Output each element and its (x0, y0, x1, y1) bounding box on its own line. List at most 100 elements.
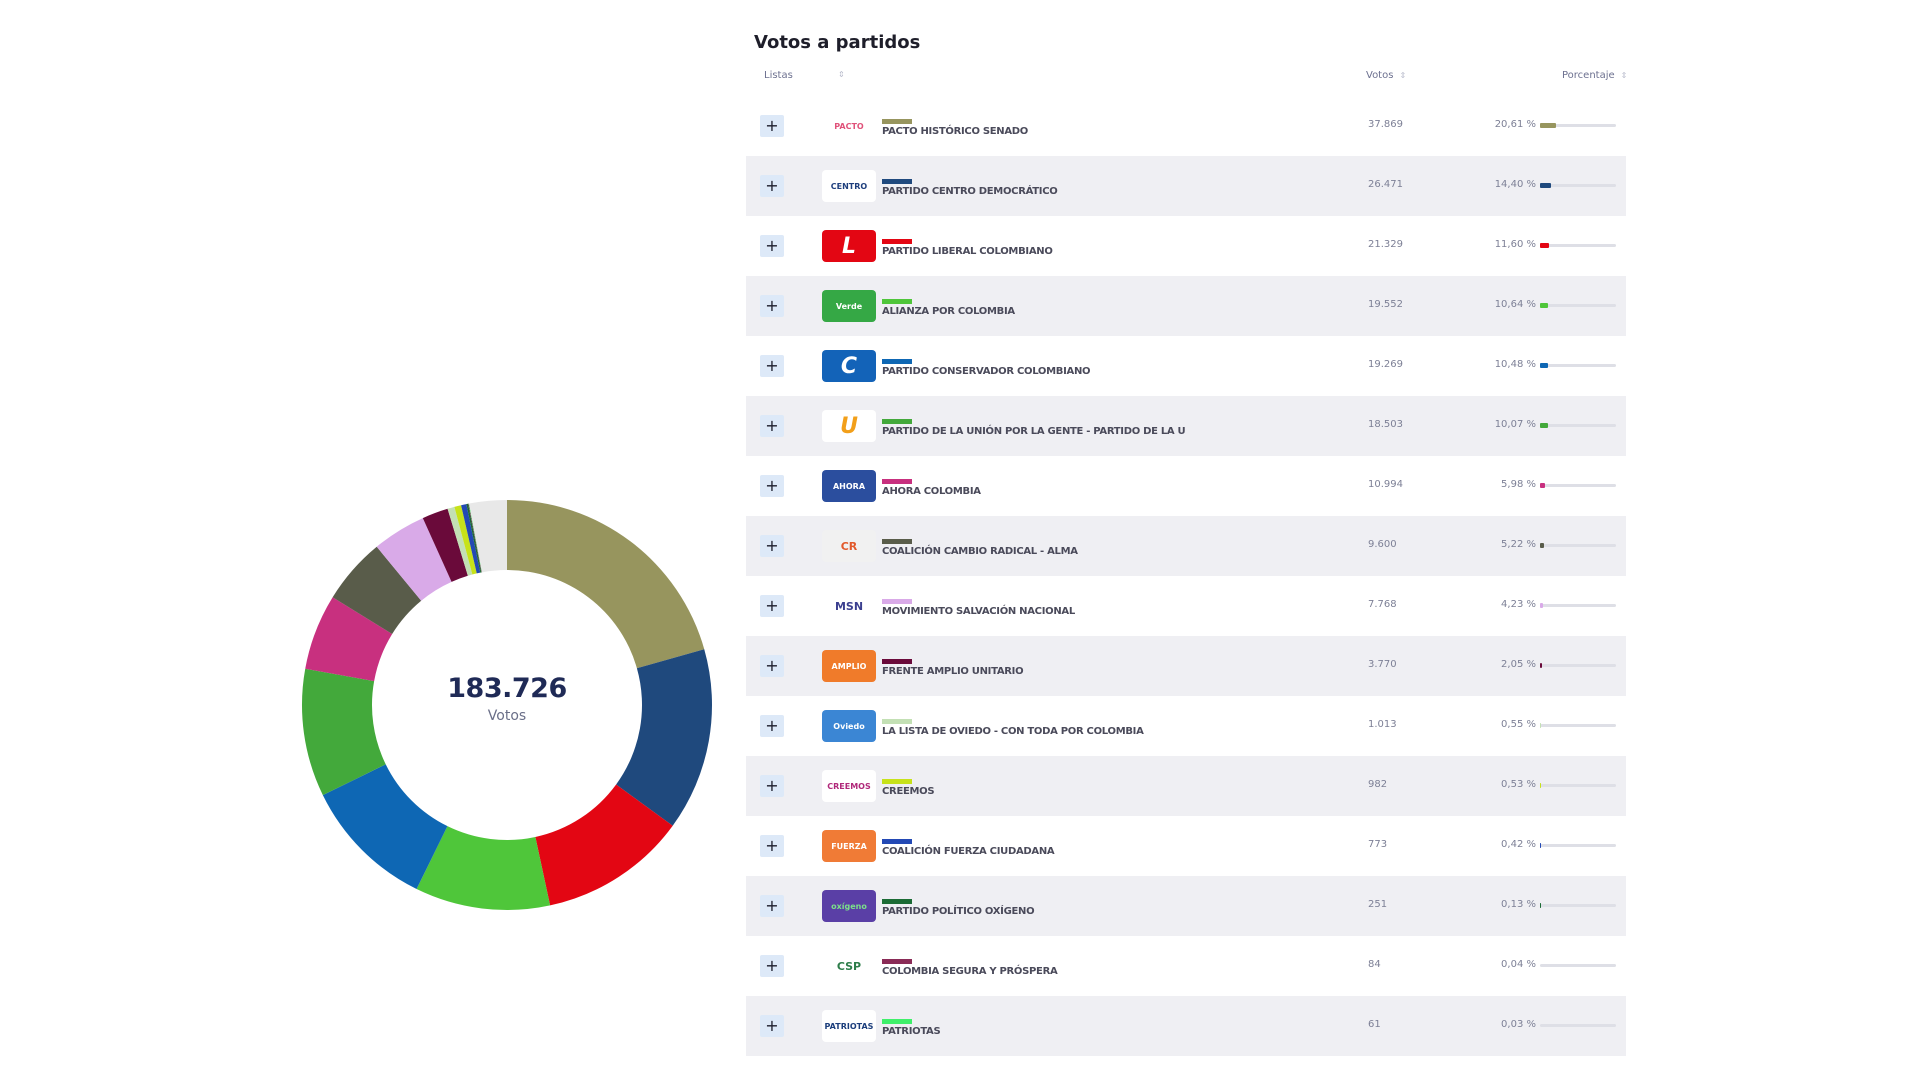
party-percentage: 5,22 % (1501, 539, 1536, 550)
party-logo-text: L (841, 233, 857, 259)
donut-slice[interactable] (507, 500, 705, 669)
votes-donut-chart: 183.726 Votos (300, 498, 714, 912)
donut-slice[interactable] (305, 597, 393, 682)
percentage-bar-fill (1540, 663, 1542, 668)
party-logo-text: MSN (834, 599, 864, 613)
percentage-bar (1540, 483, 1616, 488)
party-row: + CSP COLOMBIA SEGURA Y PRÓSPERA 84 0,04… (746, 936, 1626, 996)
percentage-bar-fill (1540, 483, 1545, 488)
header-votos[interactable]: Votos ⇕ (1366, 70, 1406, 81)
header-listas[interactable]: Listas (764, 70, 793, 81)
party-row: + FUERZA COALICIÓN FUERZA CIUDADANA 773 … (746, 816, 1626, 876)
donut-slice[interactable] (422, 508, 468, 582)
expand-row-button[interactable]: + (760, 535, 784, 557)
donut-slice[interactable] (454, 505, 477, 575)
party-votes: 21.329 (1368, 239, 1403, 250)
party-logo: PATRIOTAS (822, 1010, 876, 1042)
party-color-swatch (882, 179, 912, 184)
expand-row-button[interactable]: + (760, 715, 784, 737)
sort-name-button[interactable]: ⇕ (838, 70, 845, 79)
party-votes: 10.994 (1368, 479, 1403, 490)
percentage-bar (1540, 423, 1616, 428)
expand-row-button[interactable]: + (760, 115, 784, 137)
party-votes: 26.471 (1368, 179, 1403, 190)
donut-svg (302, 500, 712, 910)
plus-icon: + (765, 536, 779, 555)
party-votes: 3.770 (1368, 659, 1397, 670)
party-row: + oxígeno PARTIDO POLÍTICO OXÍGENO 251 0… (746, 876, 1626, 936)
expand-row-button[interactable]: + (760, 1015, 784, 1037)
donut-slice[interactable] (535, 784, 673, 906)
expand-row-button[interactable]: + (760, 655, 784, 677)
party-percentage: 0,04 % (1501, 959, 1536, 970)
party-votes: 84 (1368, 959, 1381, 970)
percentage-bar (1540, 123, 1616, 128)
party-color-swatch (882, 899, 912, 904)
party-color-swatch (882, 839, 912, 844)
party-votes: 9.600 (1368, 539, 1397, 550)
percentage-bar-fill (1540, 363, 1548, 368)
donut-slice[interactable] (616, 649, 712, 826)
plus-icon: + (765, 236, 779, 255)
donut-slice[interactable] (302, 668, 386, 796)
party-votes: 7.768 (1368, 599, 1397, 610)
expand-row-button[interactable]: + (760, 775, 784, 797)
expand-row-button[interactable]: + (760, 595, 784, 617)
donut-slice[interactable] (466, 503, 482, 573)
plus-icon: + (765, 836, 779, 855)
expand-row-button[interactable]: + (760, 895, 784, 917)
party-row: + L PARTIDO LIBERAL COLOMBIANO 21.329 11… (746, 216, 1626, 276)
party-percentage: 0,13 % (1501, 899, 1536, 910)
party-percentage: 2,05 % (1501, 659, 1536, 670)
donut-slice[interactable] (447, 506, 473, 576)
party-logo-text: Verde (835, 301, 863, 311)
header-porcentaje[interactable]: Porcentaje ⇕ (1562, 70, 1627, 81)
party-color-swatch (882, 119, 912, 124)
party-color-swatch (882, 959, 912, 964)
party-row: + CENTRO PARTIDO CENTRO DEMOCRÁTICO 26.4… (746, 156, 1626, 216)
plus-icon: + (765, 176, 779, 195)
expand-row-button[interactable]: + (760, 355, 784, 377)
party-logo: Verde (822, 290, 876, 322)
percentage-bar (1540, 603, 1616, 608)
party-votes: 982 (1368, 779, 1388, 790)
donut-slice[interactable] (322, 764, 448, 889)
party-logo-text: CENTRO (830, 181, 868, 191)
donut-slice[interactable] (461, 504, 481, 574)
donut-slice[interactable] (376, 518, 452, 601)
expand-row-button[interactable]: + (760, 955, 784, 977)
party-name: COALICIÓN CAMBIO RADICAL - ALMA (882, 546, 1078, 557)
expand-row-button[interactable]: + (760, 175, 784, 197)
party-logo: AHORA (822, 470, 876, 502)
party-logo: Oviedo (822, 710, 876, 742)
table-header: Listas ⇕ Votos ⇕ Porcentaje ⇕ (746, 56, 1627, 96)
expand-row-button[interactable]: + (760, 295, 784, 317)
header-listas-label: Listas (764, 70, 793, 81)
party-color-swatch (882, 539, 912, 544)
expand-row-button[interactable]: + (760, 415, 784, 437)
percentage-bar-fill (1540, 243, 1549, 248)
donut-slice[interactable] (468, 503, 482, 573)
party-votes: 773 (1368, 839, 1388, 850)
donut-slice[interactable] (469, 500, 507, 573)
expand-row-button[interactable]: + (760, 235, 784, 257)
party-color-swatch (882, 419, 912, 424)
expand-row-button[interactable]: + (760, 475, 784, 497)
plus-icon: + (765, 776, 779, 795)
party-percentage: 0,42 % (1501, 839, 1536, 850)
party-logo: CSP (822, 950, 876, 982)
donut-slice[interactable] (332, 546, 422, 635)
party-row: + CREEMOS CREEMOS 982 0,53 % (746, 756, 1626, 816)
party-percentage: 4,23 % (1501, 599, 1536, 610)
expand-row-button[interactable]: + (760, 835, 784, 857)
party-logo: AMPLIO (822, 650, 876, 682)
party-logo: CR (822, 530, 876, 562)
donut-slice[interactable] (468, 503, 483, 573)
donut-slice[interactable] (416, 826, 551, 910)
percentage-bar-fill (1540, 303, 1549, 308)
party-row: + AHORA AHORA COLOMBIA 10.994 5,98 % (746, 456, 1626, 516)
party-votes: 19.552 (1368, 299, 1403, 310)
percentage-bar (1540, 183, 1616, 188)
plus-icon: + (765, 416, 779, 435)
percentage-bar-fill (1540, 603, 1544, 608)
